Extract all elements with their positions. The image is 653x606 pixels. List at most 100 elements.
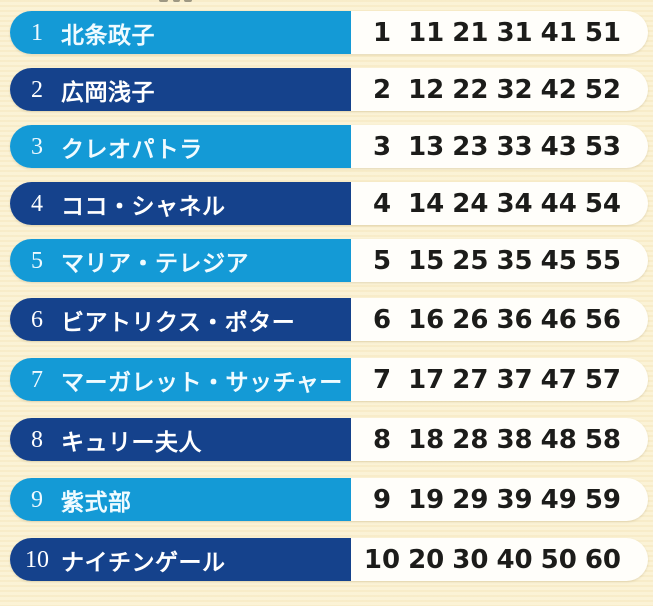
number-cell: 48 [540,424,577,455]
list-item: 8 キュリー夫人 8 18 28 38 48 58 [10,418,648,461]
number-cell: 35 [496,245,533,276]
number-cells: 3 13 23 33 43 53 [351,125,648,168]
rank-number: 2 [31,76,43,103]
cropped-heading-fragment [157,0,193,4]
number-cell: 30 [452,544,489,575]
number-cell: 54 [584,188,622,219]
list-item: 5 マリア・テレジア 5 15 25 35 45 55 [10,239,648,282]
number-cell: 2 [372,74,392,105]
number-cell: 16 [408,304,445,335]
list-group-1: 1 北条政子 1 11 21 31 41 51 2 広岡浅子 2 12 22 3… [10,11,648,282]
number-cell: 11 [408,17,445,48]
person-name: マリア・テレジア [61,249,249,276]
number-cell: 21 [452,17,489,48]
number-cell: 14 [408,188,445,219]
name-label: 8 キュリー夫人 [10,418,351,461]
rank-number: 6 [31,306,43,333]
name-label: 1 北条政子 [10,11,351,54]
number-cell: 45 [540,245,577,276]
number-cell: 51 [584,17,622,48]
list-item: 4 ココ・シャネル 4 14 24 34 44 54 [10,182,648,225]
number-cell: 43 [540,131,577,162]
number-cell: 56 [584,304,622,335]
number-cells: 8 18 28 38 48 58 [351,418,648,461]
number-cell: 19 [408,484,445,515]
list-item: 6 ビアトリクス・ポター 6 16 26 36 46 56 [10,298,648,341]
number-cell: 8 [372,424,392,455]
name-label: 5 マリア・テレジア [10,239,351,282]
number-cells: 7 17 27 37 47 57 [351,358,648,401]
list-item: 10 ナイチンゲール 10 20 30 40 50 60 [10,538,648,581]
number-cell: 33 [496,131,533,162]
number-cell: 58 [584,424,622,455]
number-cell: 55 [584,245,622,276]
person-name: 広岡浅子 [61,78,155,105]
person-name: ビアトリクス・ポター [61,308,296,335]
number-cell: 37 [496,364,533,395]
name-label: 10 ナイチンゲール [10,538,351,581]
number-cells: 1 11 21 31 41 51 [351,11,648,54]
number-cell: 24 [452,188,489,219]
list-item: 1 北条政子 1 11 21 31 41 51 [10,11,648,54]
number-cell: 27 [452,364,489,395]
number-cell: 40 [496,544,533,575]
number-cell: 7 [372,364,392,395]
number-cell: 29 [452,484,489,515]
name-label: 9 紫式部 [10,478,351,521]
name-label: 7 マーガレット・サッチャー [10,358,351,401]
number-cell: 26 [452,304,489,335]
number-cell: 12 [408,74,445,105]
list-group-2: 6 ビアトリクス・ポター 6 16 26 36 46 56 7 マーガレット・サ… [10,298,648,581]
number-cell: 23 [452,131,489,162]
person-name: 紫式部 [61,488,132,515]
list-item: 9 紫式部 9 19 29 39 49 59 [10,478,648,521]
rank-number: 1 [31,19,43,46]
rank-number: 8 [31,426,43,453]
number-cell: 39 [496,484,533,515]
number-cell: 49 [540,484,577,515]
number-cells: 9 19 29 39 49 59 [351,478,648,521]
number-cell: 13 [408,131,445,162]
rank-number: 10 [25,546,49,573]
number-cells: 5 15 25 35 45 55 [351,239,648,282]
number-cell: 28 [452,424,489,455]
number-cells: 6 16 26 36 46 56 [351,298,648,341]
number-cell: 9 [372,484,392,515]
name-label: 2 広岡浅子 [10,68,351,111]
number-cell: 4 [372,188,392,219]
name-label: 4 ココ・シャネル [10,182,351,225]
rank-number: 9 [31,486,43,513]
number-cell: 25 [452,245,489,276]
number-cell: 1 [372,17,392,48]
number-cell: 10 [363,544,401,575]
person-name: ココ・シャネル [61,192,226,219]
number-cell: 5 [372,245,392,276]
number-cell: 57 [584,364,622,395]
person-name: 北条政子 [61,21,155,48]
number-cell: 46 [540,304,577,335]
number-cell: 44 [540,188,577,219]
number-cell: 15 [408,245,445,276]
number-cell: 18 [408,424,445,455]
number-cells: 10 20 30 40 50 60 [351,538,648,581]
ranking-list: 1 北条政子 1 11 21 31 41 51 2 広岡浅子 2 12 22 3… [10,11,648,598]
list-item: 7 マーガレット・サッチャー 7 17 27 37 47 57 [10,358,648,401]
number-cell: 17 [408,364,445,395]
person-name: クレオパトラ [61,135,203,162]
number-cells: 4 14 24 34 44 54 [351,182,648,225]
person-name: マーガレット・サッチャー [61,368,343,395]
number-cell: 32 [496,74,533,105]
name-label: 6 ビアトリクス・ポター [10,298,351,341]
number-cell: 20 [408,544,445,575]
number-cells: 2 12 22 32 42 52 [351,68,648,111]
number-cell: 31 [496,17,533,48]
number-cell: 3 [372,131,392,162]
number-cell: 47 [540,364,577,395]
rank-number: 5 [31,247,43,274]
number-cell: 42 [540,74,577,105]
number-cell: 6 [372,304,392,335]
number-cell: 22 [452,74,489,105]
number-cell: 50 [540,544,577,575]
number-cell: 38 [496,424,533,455]
number-cell: 41 [540,17,577,48]
